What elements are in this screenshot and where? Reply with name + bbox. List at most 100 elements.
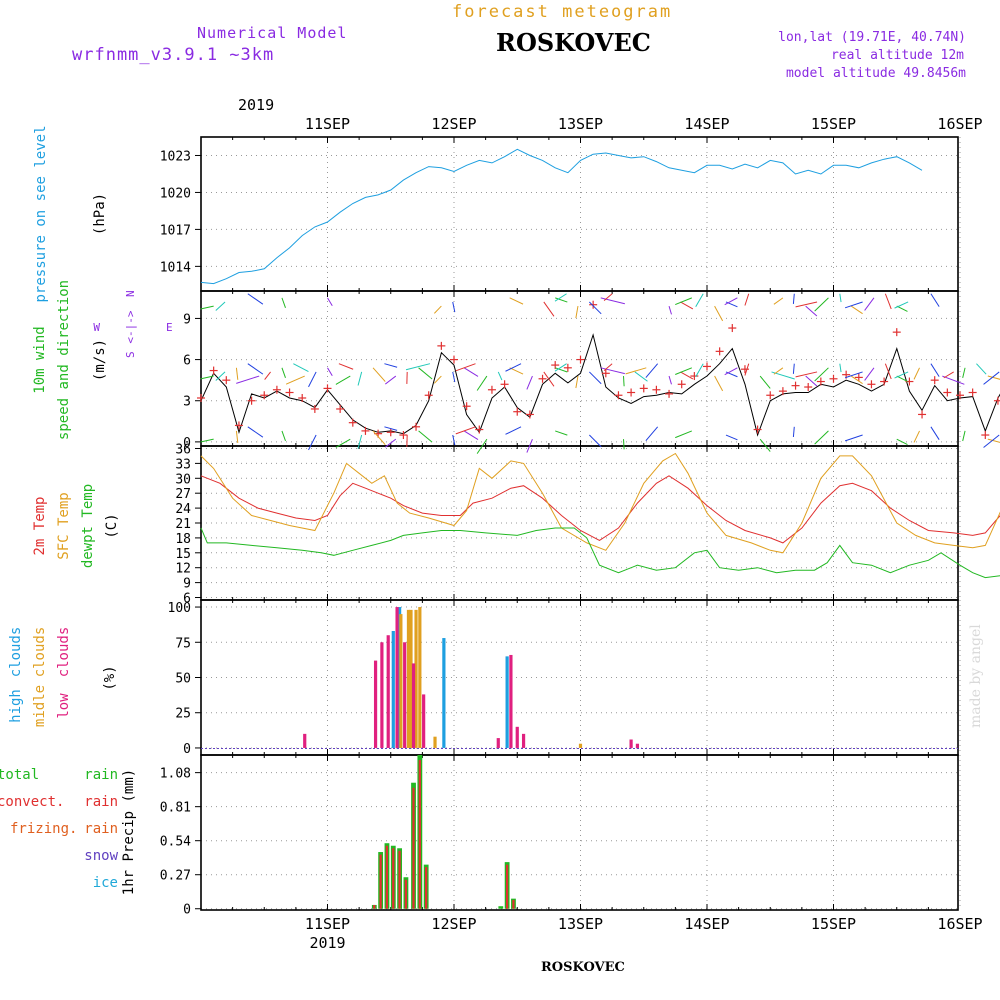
- wind-barb: [744, 293, 750, 306]
- wind-barb: [625, 367, 647, 375]
- convect-rain-bar: [412, 787, 415, 909]
- wind-barb: [839, 363, 842, 373]
- low-cloud-bar: [386, 635, 390, 748]
- wind-barb: [335, 438, 351, 448]
- wind-barb: [357, 371, 363, 386]
- gust-point: [551, 361, 560, 370]
- low-cloud-bar: [422, 694, 426, 748]
- wind-barb: [962, 367, 966, 379]
- wind-barb: [384, 363, 398, 368]
- pressure-frame: [200, 136, 959, 292]
- wind-barb: [983, 434, 1000, 448]
- wind-barb: [308, 434, 317, 451]
- mid-cloud-bar: [414, 609, 418, 748]
- wind-barb: [575, 306, 579, 319]
- gust-point: [639, 384, 648, 393]
- gust-point: [791, 381, 800, 390]
- temperature-ytick-label: 30: [175, 472, 191, 487]
- model-altitude-label: model altitude 49.8456m: [785, 66, 966, 81]
- low-cloud-bar: [411, 663, 416, 748]
- dewpt-line: [200, 527, 1000, 579]
- wind-barb: [864, 297, 875, 311]
- bottom-date-label: 15SEP: [811, 915, 856, 933]
- gust-point: [576, 355, 585, 364]
- gust-point: [298, 393, 307, 402]
- sfc-temp-line: [200, 452, 1000, 554]
- wind-barb: [335, 375, 351, 385]
- top-date-label: 16SEP: [937, 115, 982, 133]
- wind-barb: [600, 297, 625, 305]
- clouds-frame: [200, 599, 959, 756]
- wind-barb: [930, 426, 940, 440]
- wind-barb: [962, 430, 966, 442]
- gust-point: [715, 347, 724, 356]
- gust-point: [652, 385, 661, 394]
- wind-barb: [589, 301, 602, 315]
- high-cloud-bar: [391, 631, 395, 748]
- wind-barb: [509, 297, 524, 305]
- model-label: Numerical Model: [197, 24, 348, 42]
- gust-point: [348, 418, 357, 427]
- wind-barb: [759, 438, 771, 452]
- wind-barb: [844, 434, 863, 442]
- gust-point: [601, 369, 610, 378]
- wind-barb: [281, 367, 286, 378]
- wind-panel: 0 3 6 9: [183, 290, 961, 451]
- gust-point: [627, 388, 636, 397]
- gust-point: [804, 383, 813, 392]
- wind-barb: [987, 375, 1000, 380]
- temperature-ytick-label: 18: [175, 532, 191, 547]
- wind-barb: [385, 375, 397, 385]
- wind-barb: [724, 367, 738, 376]
- mid-cloud-bar: [399, 614, 403, 748]
- wind-barb: [773, 367, 784, 375]
- wind-barb: [930, 363, 940, 377]
- high-clouds-label: high: [8, 689, 24, 723]
- mid-cloud-bar: [409, 609, 413, 748]
- wind-barb: [976, 363, 987, 375]
- wind-barb: [634, 371, 648, 382]
- pressure-axis-label: pressure on see level: [33, 125, 49, 302]
- wind-barb: [338, 363, 354, 370]
- chart-kind: forecast meteogram: [452, 2, 673, 22]
- top-date-label: 14SEP: [684, 115, 729, 133]
- compass-arrow: <-|->: [124, 310, 137, 343]
- gust-point: [589, 300, 598, 309]
- t2m-axis-label: 2m Temp: [32, 496, 48, 555]
- low-cloud-bar: [395, 607, 399, 748]
- low-cloud-bar: [403, 642, 407, 748]
- frizing-rain-label: frizing.: [10, 821, 77, 837]
- pressure-ytick-label: 1023: [160, 149, 191, 164]
- convect-rain-bar: [392, 848, 395, 909]
- gust-point: [981, 431, 990, 440]
- wind-ytick-label: 6: [183, 354, 191, 369]
- gust-point: [234, 421, 243, 430]
- clouds-ytick-label: 100: [168, 601, 191, 616]
- cloud-unit-label: (%): [102, 665, 118, 690]
- temperature-ytick-label: 27: [175, 487, 191, 502]
- total-rain-label: total: [0, 767, 39, 783]
- wind-barb: [200, 305, 214, 310]
- convect-rain-bar: [418, 760, 421, 909]
- bottom-date-label: 11SEP: [305, 915, 350, 933]
- wind-barb: [603, 293, 613, 302]
- precip-ytick-label: 1.08: [160, 767, 191, 782]
- wind-barb: [543, 301, 555, 317]
- wind-barb: [463, 430, 479, 440]
- convect-rain-label-2: rain: [84, 794, 118, 810]
- gust-point: [563, 363, 572, 372]
- real-altitude-label: real altitude 12m: [830, 48, 964, 63]
- wind-ytick-label: 0: [183, 436, 191, 451]
- low-cloud-bar: [496, 738, 500, 748]
- wind-ytick-label: 9: [183, 312, 191, 327]
- gust-point: [323, 384, 332, 393]
- wind-barb: [675, 367, 693, 375]
- wind-barb: [476, 438, 488, 454]
- gust-point: [386, 428, 395, 437]
- wind-barb: [476, 375, 488, 391]
- wind-barb: [433, 375, 442, 384]
- wind-barb: [714, 305, 724, 322]
- low-clouds-label: low: [56, 693, 72, 719]
- wind-barb: [200, 438, 214, 443]
- convect-rain-bar: [379, 854, 382, 909]
